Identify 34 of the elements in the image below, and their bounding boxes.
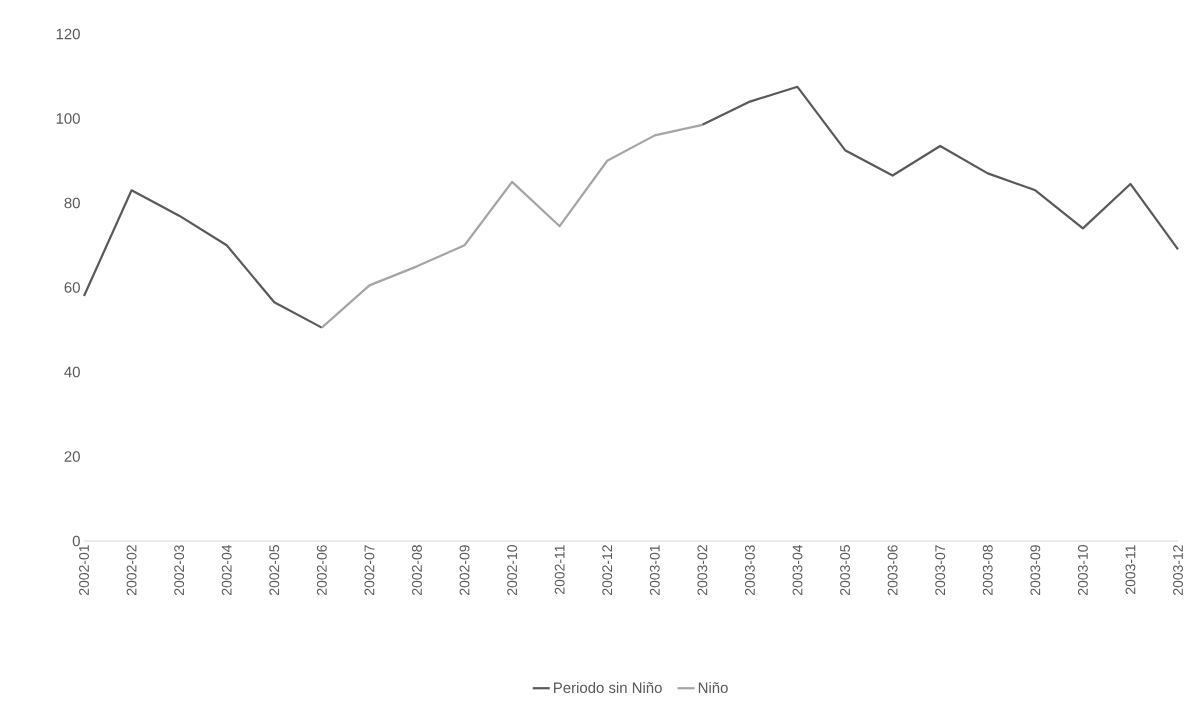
line-series bbox=[320, 123, 704, 329]
x-tick-label: 2003-08 bbox=[982, 545, 993, 595]
x-tick-label: 2003-11 bbox=[1125, 545, 1136, 594]
x-tick-label: 2002-01 bbox=[79, 545, 89, 595]
y-tick-label: 80 bbox=[64, 197, 80, 209]
x-tick-label: 2003-07 bbox=[935, 545, 946, 595]
x-tick-label: 2002-10 bbox=[507, 545, 518, 595]
x-tick-label: 2002-03 bbox=[174, 545, 185, 595]
x-tick-label: 2003-04 bbox=[792, 544, 803, 595]
x-tick-label: 2002-07 bbox=[364, 545, 375, 595]
x-tick-label: 2003-05 bbox=[840, 545, 850, 595]
x-tick-label: 2003-09 bbox=[1030, 545, 1041, 595]
legend-label: Periodo sin Niño bbox=[554, 682, 662, 694]
x-tick-label: 2002-08 bbox=[412, 545, 422, 595]
x-tick-label: 2002-11 bbox=[554, 545, 565, 594]
x-tick-label: 2002-02 bbox=[126, 545, 137, 595]
y-tick-label: 0 bbox=[72, 535, 80, 547]
x-tick-label: 2003-06 bbox=[887, 545, 898, 595]
x-tick-label: 2003-03 bbox=[744, 545, 755, 595]
x-tick-label: 2003-01 bbox=[649, 545, 660, 595]
y-tick-label: 20 bbox=[64, 451, 80, 462]
y-tick-label: 100 bbox=[56, 113, 80, 124]
y-tick-label: 60 bbox=[64, 282, 80, 293]
y-tick-label: 40 bbox=[64, 366, 80, 378]
x-tick-label: 2002-12 bbox=[602, 545, 613, 595]
x-tick-label: 2002-09 bbox=[459, 545, 470, 595]
x-tick-label: 2002-06 bbox=[316, 545, 327, 595]
x-tick-label: 2002-04 bbox=[221, 544, 232, 595]
legend-label: Niño bbox=[698, 682, 728, 694]
x-tick-label: 2003-02 bbox=[697, 545, 708, 595]
x-tick-label: 2003-12 bbox=[1173, 545, 1183, 595]
y-tick-label: 120 bbox=[56, 28, 80, 40]
x-tick-label: 2002-05 bbox=[269, 545, 280, 595]
x-tick-label: 2003-10 bbox=[1077, 545, 1088, 595]
